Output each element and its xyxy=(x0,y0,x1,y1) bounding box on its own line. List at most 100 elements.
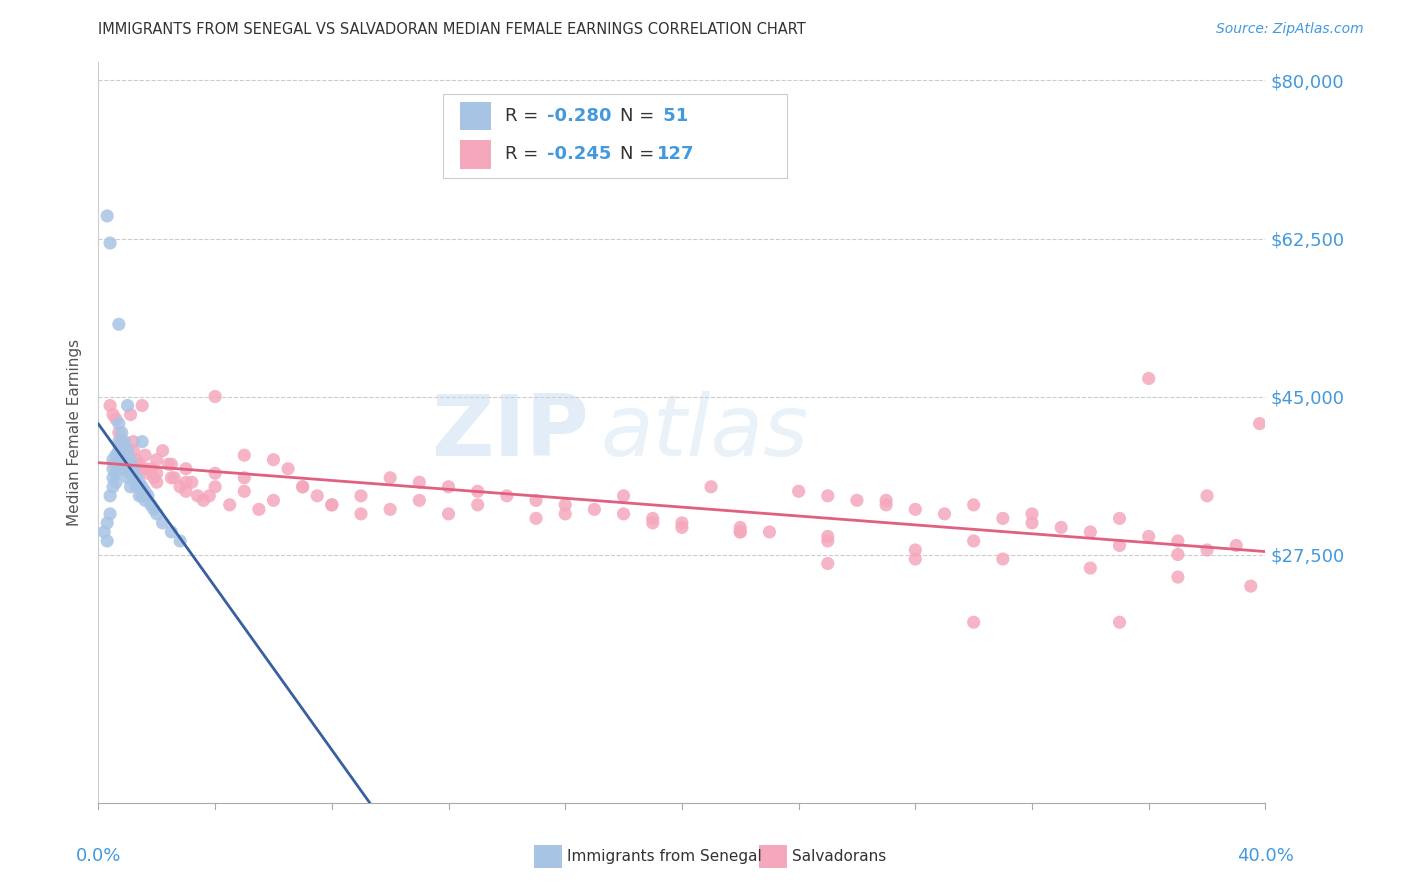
Point xyxy=(641,516,664,530)
Point xyxy=(1195,543,1218,558)
Point xyxy=(108,425,131,440)
Point xyxy=(131,399,153,413)
Text: -0.280: -0.280 xyxy=(547,107,612,125)
Point xyxy=(122,461,145,475)
Point xyxy=(134,461,156,475)
Point xyxy=(125,452,148,467)
Point xyxy=(122,471,145,485)
Point xyxy=(875,498,897,512)
Point xyxy=(128,475,150,490)
Point xyxy=(904,502,927,516)
Point xyxy=(101,480,124,494)
Point xyxy=(1137,371,1160,385)
Point xyxy=(114,461,136,475)
Text: R =: R = xyxy=(505,145,544,163)
Point xyxy=(160,471,183,485)
Point xyxy=(962,498,984,512)
Point xyxy=(934,507,956,521)
Point xyxy=(117,443,139,458)
Text: -0.245: -0.245 xyxy=(547,145,612,163)
Point xyxy=(204,467,226,481)
Point xyxy=(117,471,139,485)
Text: atlas: atlas xyxy=(600,391,808,475)
Point xyxy=(96,209,118,223)
Point xyxy=(98,489,121,503)
Point xyxy=(136,489,159,503)
Point xyxy=(114,439,136,453)
Point xyxy=(117,457,139,471)
Point xyxy=(98,235,121,250)
Point xyxy=(131,480,153,494)
Point xyxy=(380,502,402,516)
Point xyxy=(321,498,343,512)
Text: Salvadorans: Salvadorans xyxy=(792,849,886,863)
Point xyxy=(817,557,839,571)
Point xyxy=(218,498,240,512)
Point xyxy=(350,489,373,503)
Point xyxy=(174,461,197,475)
Point xyxy=(817,533,839,548)
Point xyxy=(321,498,343,512)
Point xyxy=(131,434,153,449)
Point xyxy=(146,452,169,467)
Point xyxy=(98,507,121,521)
Point xyxy=(817,529,839,543)
Point xyxy=(134,448,156,462)
Point xyxy=(108,434,131,449)
Point xyxy=(1108,511,1130,525)
Point xyxy=(96,533,118,548)
Point xyxy=(131,461,153,475)
Point xyxy=(114,434,136,449)
Point xyxy=(1108,539,1130,553)
Point xyxy=(139,498,162,512)
Point xyxy=(991,552,1014,566)
Point xyxy=(524,511,547,525)
Point xyxy=(111,425,134,440)
Point xyxy=(93,524,115,539)
Point xyxy=(111,452,134,467)
Point xyxy=(467,498,489,512)
Point xyxy=(198,489,221,503)
Point xyxy=(174,475,197,490)
Text: N =: N = xyxy=(620,145,659,163)
Point xyxy=(991,511,1014,525)
Text: Source: ZipAtlas.com: Source: ZipAtlas.com xyxy=(1216,22,1364,37)
Point xyxy=(233,448,256,462)
Text: R =: R = xyxy=(505,107,544,125)
Point xyxy=(583,502,606,516)
Point xyxy=(962,533,984,548)
Point xyxy=(408,493,430,508)
Point xyxy=(122,434,145,449)
Point xyxy=(142,502,165,516)
Point xyxy=(1050,520,1073,534)
Point xyxy=(904,552,927,566)
Y-axis label: Median Female Earnings: Median Female Earnings xyxy=(67,339,83,526)
Point xyxy=(204,480,226,494)
Point xyxy=(122,443,145,458)
Point xyxy=(262,493,284,508)
Point xyxy=(104,457,127,471)
Point xyxy=(104,467,127,481)
Point xyxy=(1195,489,1218,503)
Point xyxy=(307,489,329,503)
Point xyxy=(114,448,136,462)
Point xyxy=(125,480,148,494)
Point xyxy=(169,533,191,548)
Point xyxy=(730,524,752,539)
Point xyxy=(146,507,169,521)
Point xyxy=(108,417,131,431)
Point xyxy=(291,480,314,494)
Point xyxy=(1080,561,1102,575)
Point xyxy=(291,480,314,494)
Point xyxy=(875,493,897,508)
Point xyxy=(554,498,576,512)
Text: Immigrants from Senegal: Immigrants from Senegal xyxy=(567,849,762,863)
Point xyxy=(437,480,460,494)
Point xyxy=(846,493,869,508)
Text: N =: N = xyxy=(620,107,659,125)
Text: 40.0%: 40.0% xyxy=(1237,847,1294,865)
Point xyxy=(1108,615,1130,630)
Point xyxy=(671,520,693,534)
Point xyxy=(104,412,127,426)
Point xyxy=(1249,417,1271,431)
